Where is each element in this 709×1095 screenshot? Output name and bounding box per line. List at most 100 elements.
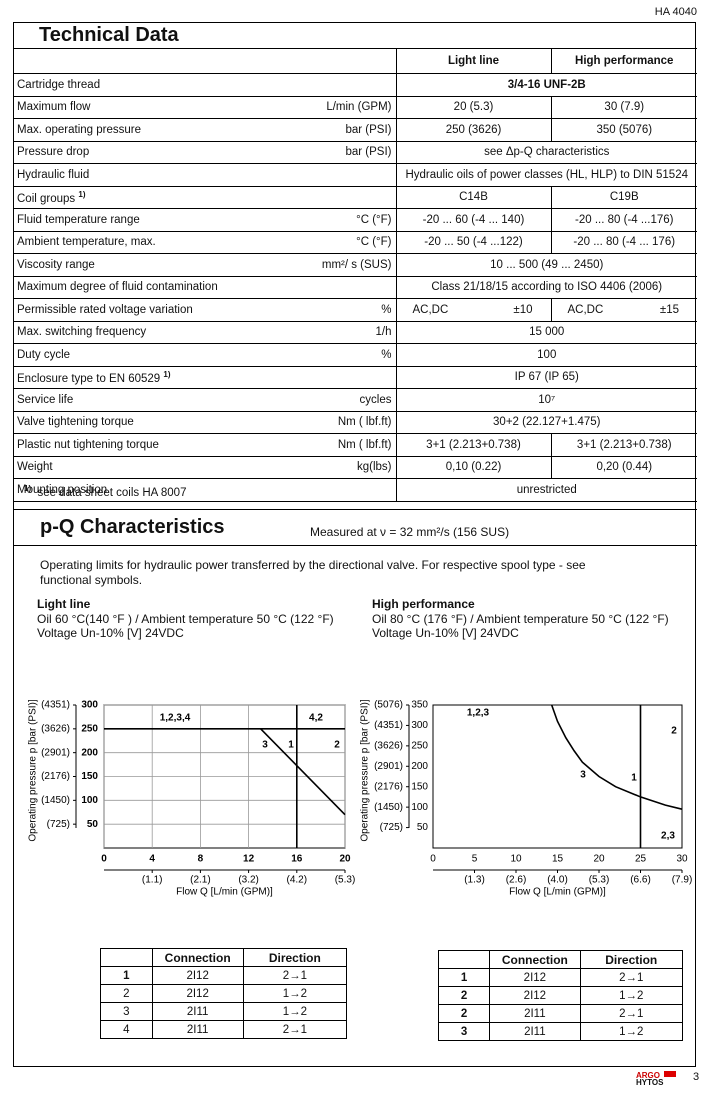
table-row: Duty cycle% 100 — [13, 343, 697, 367]
row-label: Hydraulic fluid — [13, 163, 311, 187]
curve-label: 4,2 — [309, 713, 323, 724]
y-tick-label: 100 — [411, 802, 428, 813]
column-header: Direction — [579, 950, 683, 969]
body: Connection Direction 1 2I12 2→1 2 2I12 1→2 2 2I11… — [437, 950, 683, 1041]
table-row: Maximum flow L/min (GPM) 20 (5.3) 30 (7.9) — [13, 95, 697, 119]
cell — [100, 948, 153, 967]
y-tick-label: 150 — [81, 771, 98, 782]
value: see Δp-Q characteristics — [395, 140, 697, 164]
cell: 3 — [437, 1022, 491, 1041]
table-row: Ambient temperature, max. °C (°F) -20 ... … — [13, 230, 697, 254]
y2-tick-label: (725) — [47, 819, 70, 830]
y2-tick-label: (725) — [380, 822, 403, 833]
label-text: Permissible rated voltage variation — [17, 303, 193, 316]
y-tick-label: 200 — [81, 747, 98, 758]
y-axis-title: Operating pressure p [bar (PSI)] — [28, 699, 39, 842]
cell: 1→2 — [579, 986, 683, 1005]
value: Class 21/18/15 according to ISO 4406 (20… — [395, 275, 697, 299]
unit — [311, 275, 396, 299]
cell: 2→1 — [242, 1020, 348, 1039]
column-header: Connection — [151, 948, 244, 967]
y2-tick-label: (1450) — [41, 795, 70, 806]
x2-tick-label: (2.1) — [190, 875, 211, 886]
condition-line: Oil 60 °C(140 °F ) / Ambient temperature… — [37, 611, 334, 626]
footnote-mark: 1) — [24, 484, 32, 493]
body: Connection Direction 1 2I12 2→1 2 2I12 1→2 3 2I11… — [100, 948, 348, 1039]
column-header: Direction — [242, 948, 348, 967]
value: 350 (5076) — [550, 118, 697, 142]
y-tick-label: 50 — [417, 822, 429, 833]
charts: 50100150200250300(725)(1450)(2176)(2901)… — [28, 699, 693, 898]
value: -20 ... 50 (-4 ...122) — [395, 230, 551, 254]
row-label: Cartridge thread — [13, 73, 311, 97]
condition-line: Voltage Un-10% [V] 24VDC — [37, 626, 184, 640]
intro: Operating limits for hydraulic power tra… — [40, 558, 586, 587]
row-label: Max. switching frequency — [13, 320, 311, 344]
x-tick-label: 0 — [101, 854, 107, 865]
unit: Nm ( lbf.ft) — [311, 410, 396, 434]
value-split: AC,DC ±15 — [556, 304, 694, 316]
y2-tick-label: (1450) — [374, 802, 403, 813]
doc-id: HA 4040 — [654, 6, 697, 18]
footnote: 1) see data sheet coils HA 8007 — [24, 484, 186, 499]
x-tick-label: 30 — [676, 854, 688, 865]
row-label: Mounting position — [13, 478, 311, 502]
table-row: Weight kg(lbs) 0,10 (0.22) 0,20 (0.44) — [13, 455, 697, 479]
curve-label: 2,3 — [661, 831, 675, 842]
y-tick-label: 250 — [81, 723, 98, 734]
row-label: Viscosity range — [13, 253, 311, 277]
row-label: Coil groups 1) — [13, 185, 311, 209]
value: -20 ... 80 (-4 ...176) — [550, 208, 697, 232]
value: unrestricted — [395, 478, 697, 502]
label-text: Pressure drop — [17, 146, 90, 159]
label-text: Maximum degree of fluid contamination — [17, 281, 218, 294]
row-label: Pressure drop — [13, 140, 311, 164]
y2-tick-label: (3626) — [374, 740, 403, 751]
connection-table: Connection Direction 1 2I12 2→1 2 2I12 1→2 2 2I11… — [437, 950, 683, 1041]
cell: 2→1 — [579, 1004, 683, 1023]
y2-tick-label: (3626) — [41, 723, 70, 734]
cell: 2 — [437, 1004, 491, 1023]
unit: L/min (GPM) — [311, 95, 396, 119]
cell: 2I11 — [489, 1022, 581, 1041]
x-axis-title: Flow Q [L/min (GPM)] — [176, 887, 273, 898]
label-text: Max. operating pressure — [17, 123, 142, 136]
x-tick-label: 0 — [430, 854, 436, 865]
y2-tick-label: (2901) — [374, 761, 403, 772]
row-label: Weight — [13, 455, 311, 479]
x-tick-label: 12 — [243, 854, 255, 865]
table-row: 1 2I12 2→1 — [100, 966, 348, 985]
value: 3+1 (2.213+0.738) — [395, 433, 551, 457]
curve-label: 1,2,3,4 — [160, 713, 191, 724]
condition-title: High performance — [372, 597, 475, 611]
column-header: Light line — [395, 48, 551, 74]
row-label: Duty cycle — [13, 343, 311, 367]
y2-tick-label: (4351) — [41, 700, 70, 711]
x2-tick-label: (1.3) — [464, 875, 485, 886]
label-text: Viscosity range — [17, 258, 95, 271]
curve-label: 1 — [288, 740, 294, 751]
table-row: Viscosity range mm²/ s (SUS) 10 ... 500 (4… — [13, 253, 697, 277]
unit — [311, 478, 396, 502]
value: 100 — [395, 343, 697, 367]
unit — [311, 365, 396, 389]
logo: ARGO HYTOS — [636, 1072, 663, 1087]
conditions: Light line Oil 60 °C(140 °F ) / Ambient … — [37, 597, 334, 641]
value: 30+2 (22.127+1.475) — [395, 410, 697, 434]
value: AC,DC ±10 — [395, 298, 551, 322]
value: 30 (7.9) — [550, 95, 697, 119]
unit: % — [311, 343, 396, 367]
label-text: Ambient temperature, max. — [17, 236, 156, 249]
unit: 1/h — [311, 320, 396, 344]
measured-note: Measured at ν = 32 mm²/s (156 SUS) — [310, 525, 510, 539]
value: 10⁷ — [395, 388, 697, 412]
unit — [311, 185, 396, 209]
table-row: 1 2I12 2→1 — [437, 968, 683, 987]
row-label: Valve tightening torque — [13, 410, 311, 434]
y2-tick-label: (2176) — [41, 771, 70, 782]
cell: 2I12 — [151, 966, 244, 985]
x2-tick-label: (6.6) — [630, 875, 651, 886]
footnote-text: see data sheet coils HA 8007 — [37, 486, 187, 499]
limit-curve — [260, 728, 346, 816]
